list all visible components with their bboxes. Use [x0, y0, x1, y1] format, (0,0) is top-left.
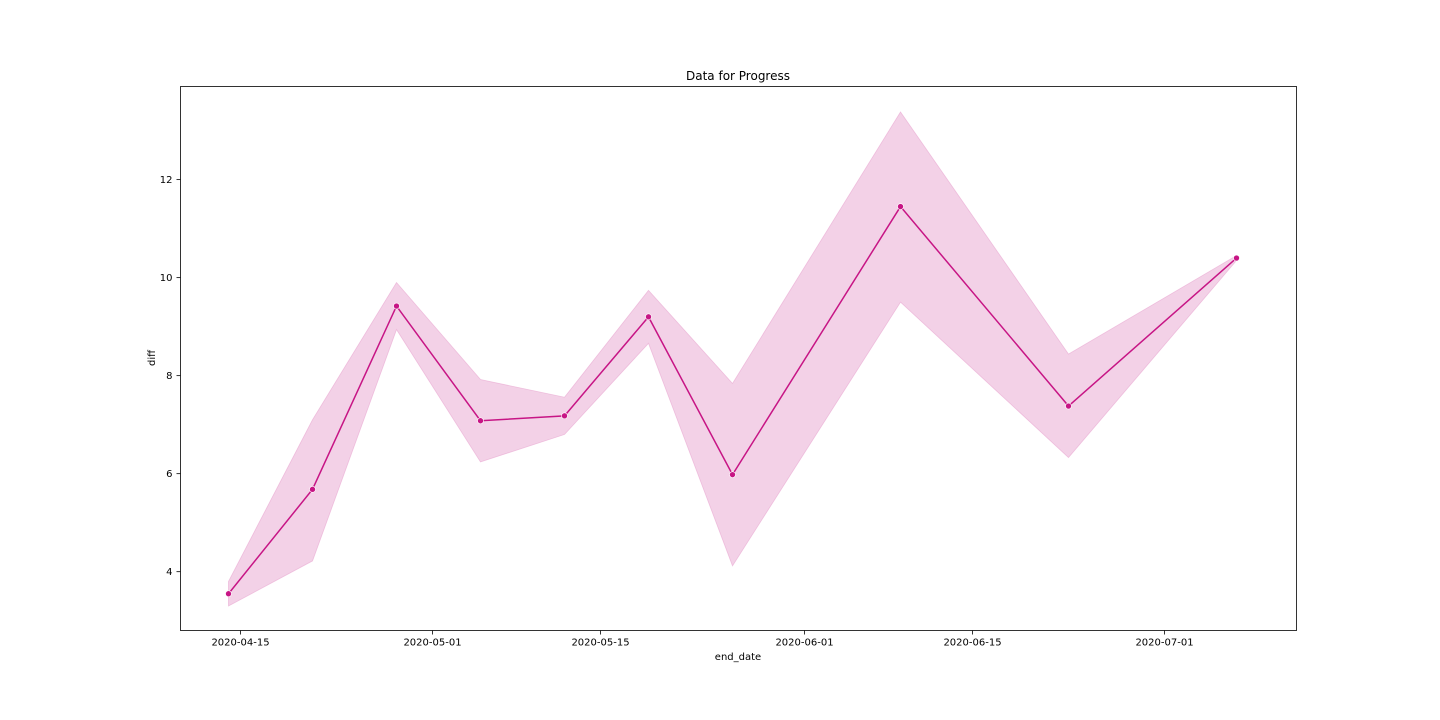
series-line — [227, 205, 1237, 595]
data-point — [729, 471, 736, 478]
x-tick-label: 2020-07-01 — [1135, 638, 1193, 649]
y-axis-label: diff — [147, 349, 158, 366]
data-point — [897, 203, 904, 210]
y-tick-label: 10 — [160, 273, 173, 284]
x-tick-label: 2020-06-15 — [943, 638, 1001, 649]
plot-frame — [180, 86, 1297, 631]
x-tick-label: 2020-05-15 — [571, 638, 629, 649]
y-tick-label: 4 — [166, 567, 172, 578]
data-point — [645, 313, 652, 321]
y-tick-label: 6 — [166, 469, 172, 480]
data-point — [561, 412, 568, 420]
data-point — [225, 590, 232, 598]
x-axis-label: end_date — [715, 652, 761, 663]
data-point — [393, 302, 400, 310]
data-point — [477, 417, 484, 425]
x-tick-label: 2020-04-15 — [211, 638, 269, 649]
y-tick-label: 8 — [166, 371, 172, 382]
data-point — [1233, 254, 1240, 262]
chart-title: Data for Progress — [686, 69, 790, 83]
x-axis: 2020-04-15 2020-05-01 2020-05-15 2020-06-01… — [211, 630, 1194, 649]
x-tick-label: 2020-06-01 — [775, 638, 833, 649]
confidence-band — [228, 111, 1237, 607]
y-tick-label: 12 — [160, 175, 173, 186]
data-point — [1065, 402, 1072, 410]
data-point — [309, 486, 316, 493]
y-axis: 4 6 8 10 12 — [160, 175, 181, 578]
x-tick-label: 2020-05-01 — [403, 638, 461, 649]
